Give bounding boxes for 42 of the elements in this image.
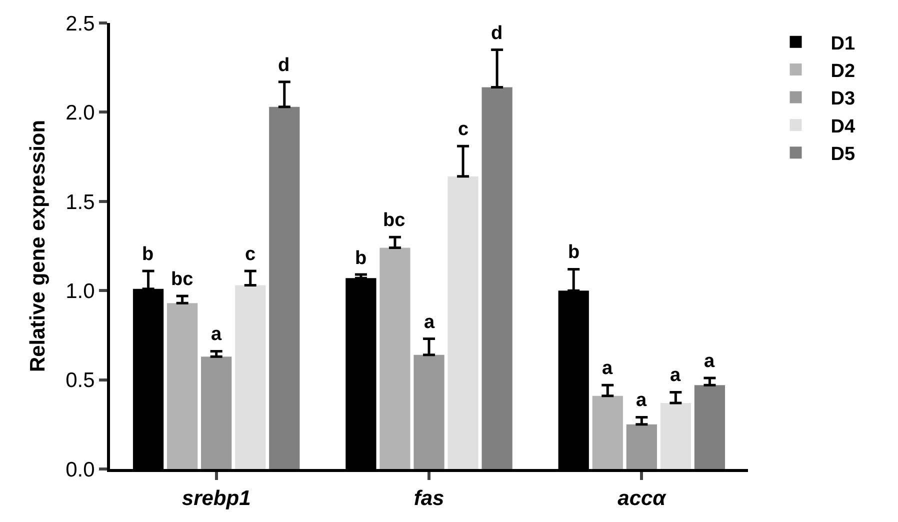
- data-label: bc: [383, 210, 406, 231]
- bar: [626, 424, 657, 469]
- bar: [166, 303, 198, 469]
- legend-label: D3: [830, 88, 856, 110]
- legend-label: D5: [830, 144, 856, 166]
- data-label: c: [245, 244, 256, 265]
- data-label: a: [211, 324, 222, 345]
- bar: [448, 176, 478, 469]
- bar: [482, 87, 512, 469]
- data-label: a: [704, 351, 715, 372]
- y-tick-label: 0.0: [66, 458, 95, 482]
- y-axis-title: Relative gene expression: [26, 120, 50, 372]
- data-label: d: [278, 55, 290, 76]
- legend-label: D1: [830, 33, 856, 54]
- data-label: b: [355, 248, 367, 269]
- bar: [380, 248, 410, 469]
- y-tick-label: 0.5: [66, 369, 95, 392]
- data-label: d: [491, 23, 503, 44]
- x-tick-label: fas: [414, 487, 444, 510]
- data-label: a: [424, 312, 435, 333]
- bar: [269, 106, 300, 469]
- bar: [694, 385, 726, 469]
- data-label: b: [568, 242, 580, 263]
- y-tick-label: 1.5: [66, 190, 95, 214]
- data-label: bc: [171, 269, 194, 290]
- bar: [235, 285, 266, 469]
- bar: [201, 356, 232, 469]
- bar: [660, 402, 692, 469]
- data-label: c: [458, 119, 469, 140]
- bar: [414, 354, 444, 469]
- data-label: b: [142, 244, 154, 265]
- data-label: a: [602, 358, 613, 379]
- legend-label: D4: [830, 116, 856, 138]
- x-tick-label: srebp1: [182, 487, 251, 510]
- bar: [592, 396, 623, 469]
- legend-label: D2: [830, 60, 856, 82]
- data-label: a: [636, 390, 647, 411]
- y-tick-label: 2.5: [66, 12, 95, 36]
- y-tick-label: 1.0: [66, 280, 95, 303]
- data-label: a: [670, 365, 681, 386]
- x-tick-label: accα: [618, 487, 667, 510]
- y-tick-label: 2.0: [66, 102, 95, 125]
